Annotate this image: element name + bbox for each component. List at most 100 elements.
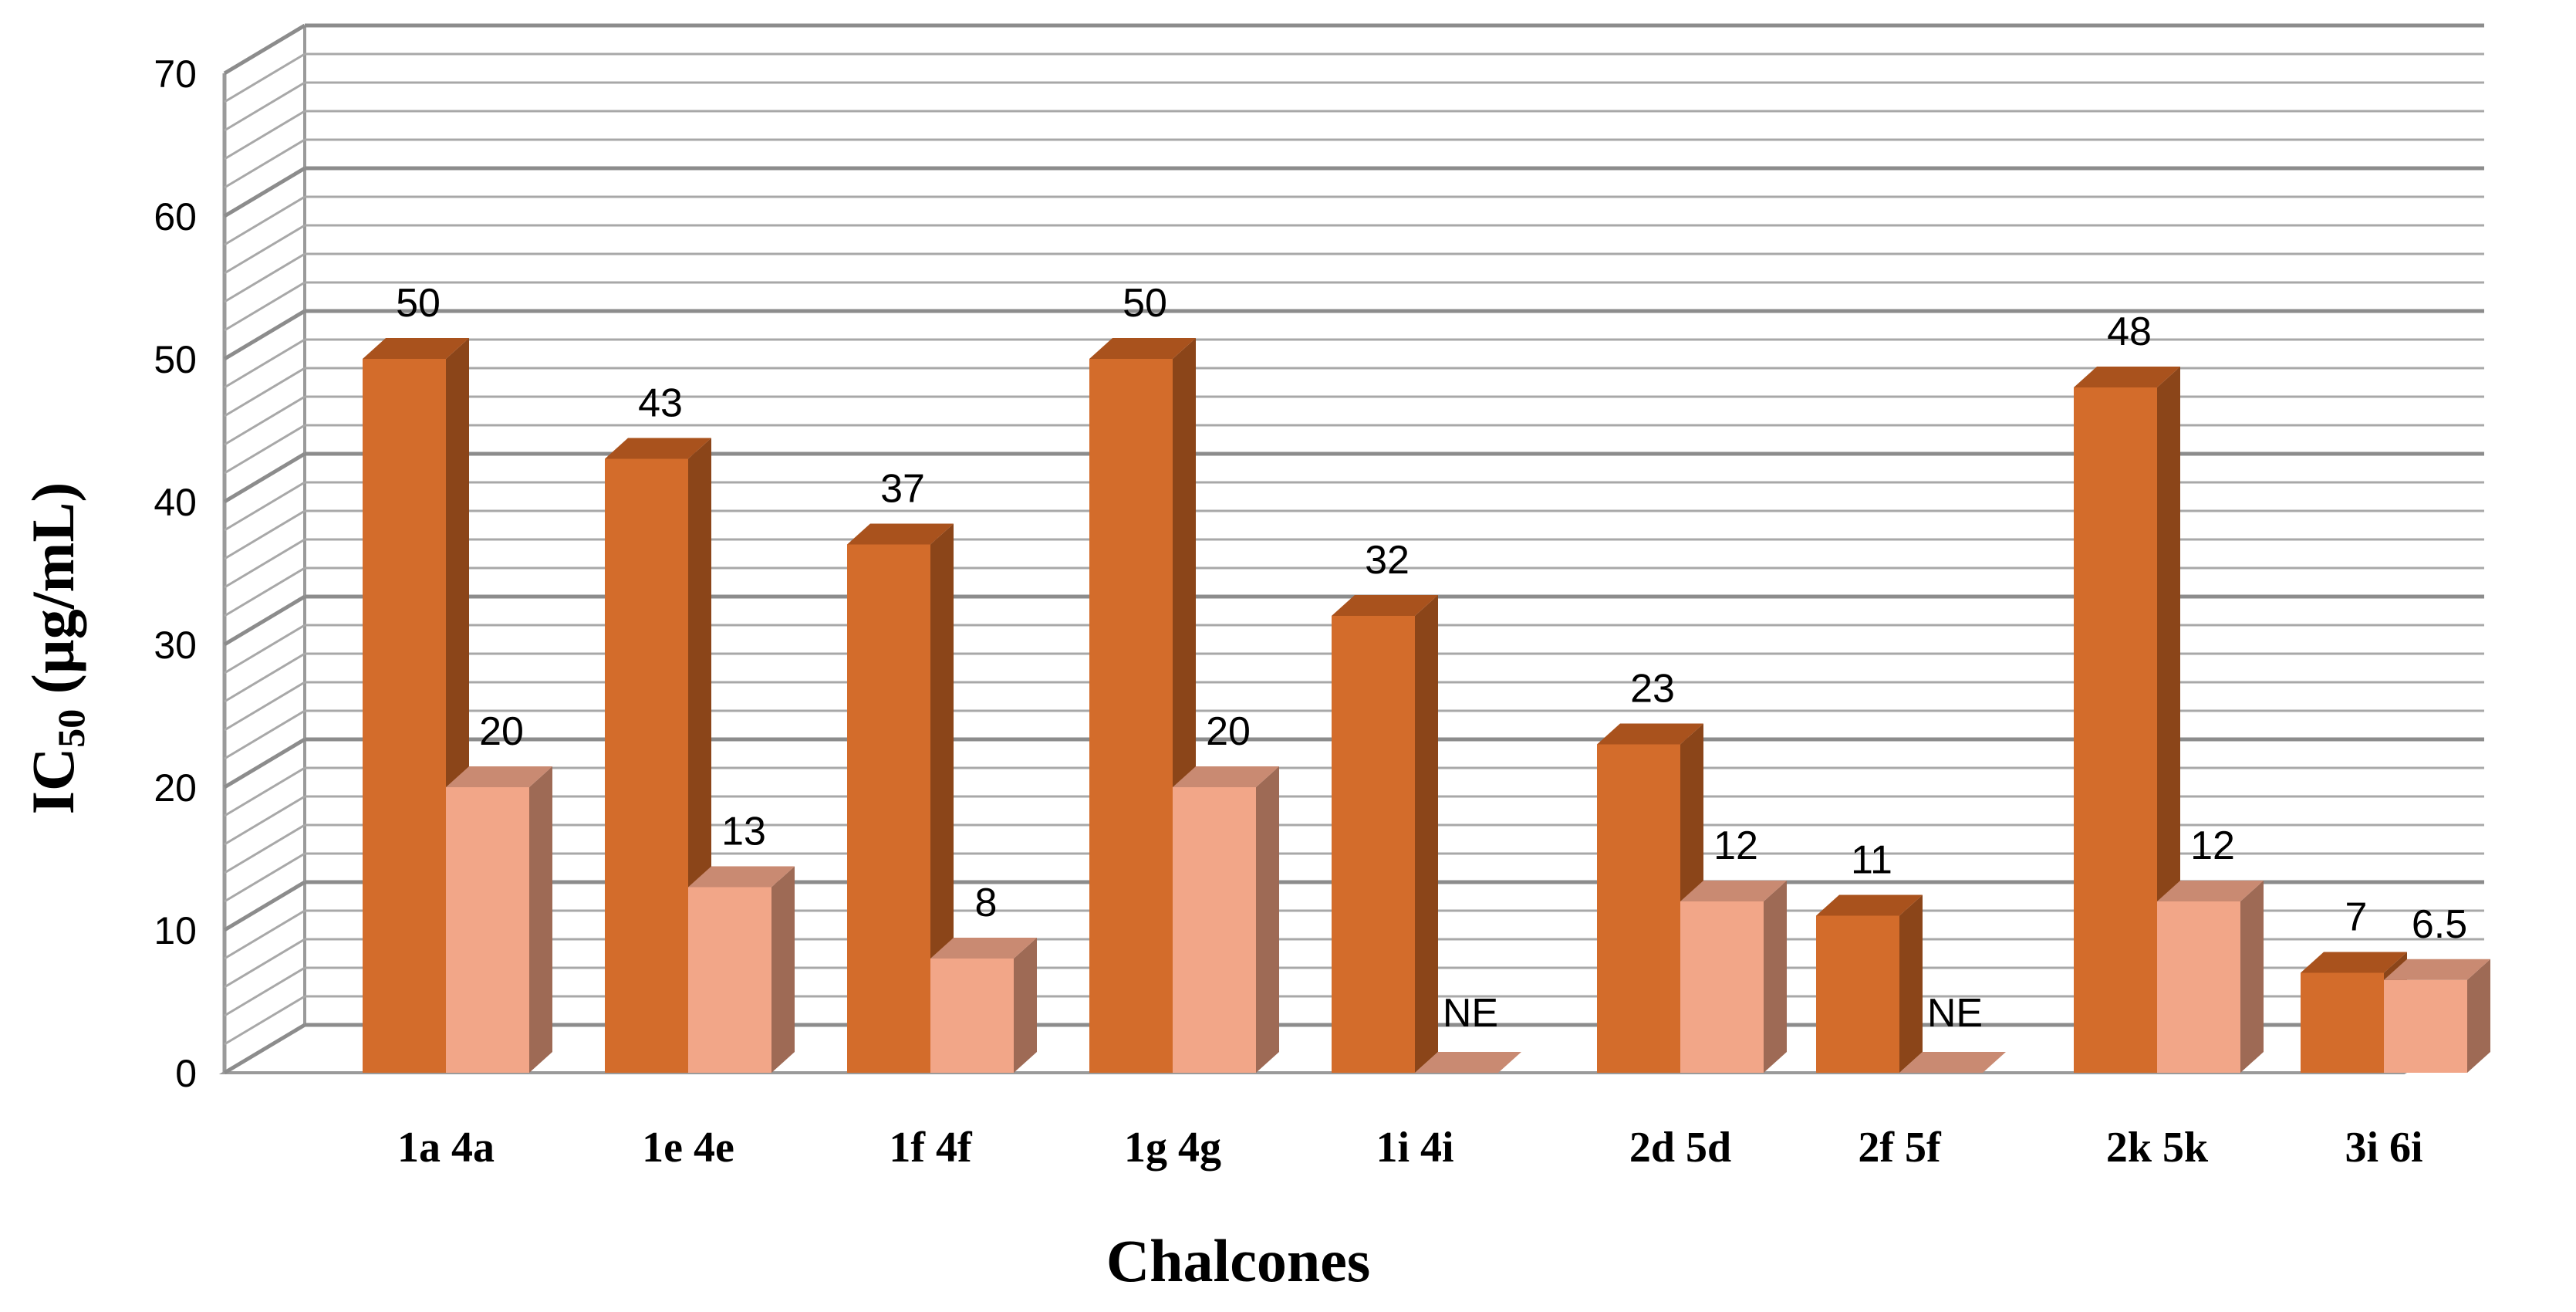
gridline-side [224,509,306,560]
bar-side [1014,938,1037,1073]
bar-side [1256,766,1279,1073]
bar-front [1089,359,1173,1073]
bar [1089,338,1196,1073]
x-category-label: 1e 4e [642,1124,734,1172]
gridline-side [224,481,306,532]
gridline-side [224,995,306,1046]
gridline-side [223,451,306,504]
bar-front [1173,787,1256,1073]
bar-front [2301,972,2384,1073]
bar [1816,894,1923,1073]
gridline-side [224,652,306,703]
y-axis-title: IC50 (µg/mL) [19,482,93,815]
bar [1173,766,1279,1073]
data-label: 12 [1713,823,1758,868]
bar-side [771,866,795,1073]
y-tick-label: 40 [154,481,197,524]
gridline-side [224,281,306,332]
data-label: 37 [880,467,925,512]
bar-front [688,887,771,1073]
bar [1899,1052,2006,1073]
gridline-side [224,938,306,989]
bar [1415,1052,1521,1073]
y-axis-title-main: IC [19,748,86,815]
x-category-label: 2d 5d [1629,1124,1731,1172]
bar-top [930,938,1037,959]
data-label: 50 [396,281,441,326]
bar [2157,881,2264,1073]
gridline-side [224,367,306,418]
bar-top [2074,367,2180,387]
y-tick-label: 60 [154,195,197,238]
gridline-side [223,23,306,76]
gridline-side [224,395,306,446]
bar-top [1173,766,1279,787]
gridline-side [223,880,306,932]
gridline-side [224,195,306,246]
gridline-side [223,1023,306,1075]
y-axis-title-unit: (µg/mL) [19,482,86,709]
gridline-side [224,681,306,732]
data-labels: 50 20 43 13 37 8 50 20 32 NE 23 12 11 NE 48 12 7 6.5 [396,281,2467,1036]
bars [363,338,2490,1073]
gridline-side [224,823,306,874]
gridline-side [224,538,306,589]
data-label: 20 [479,709,524,754]
x-category-label: 1i 4i [1376,1124,1453,1172]
data-label: 6.5 [2412,902,2467,947]
data-label: NE [1927,991,1983,1036]
y-tick-label: 0 [175,1052,197,1095]
gridline-side [224,795,306,846]
bar-top [1597,723,1703,745]
bar-side [1764,881,1787,1073]
bar-side [1899,894,1923,1073]
y-axis-ticks: 0 10 20 30 40 50 60 70 [154,52,197,1095]
gridline-side [224,52,306,103]
data-label: 48 [2107,309,2152,354]
bar-top [2384,959,2490,980]
bar-front [2384,979,2467,1073]
bar-front [605,458,688,1073]
bar-front [2074,387,2157,1073]
gridline-side [224,224,306,275]
gridline-side [224,709,306,760]
bar-side [2467,959,2490,1073]
gridline-side [224,624,306,675]
bar-side [1415,595,1438,1073]
gridline-side [224,110,306,161]
bar-front [847,544,930,1073]
gridline-side [223,309,306,361]
gridline-side [224,566,306,617]
bar [1680,881,1787,1073]
gridline-side [224,424,306,475]
x-axis-categories: 1a 4a 1e 4e 1f 4f 1g 4g 1i 4i 2d 5d 2f 5f 2k 5k… [397,1124,2423,1172]
bar-top [1899,1052,2006,1073]
bar-top [1332,595,1438,616]
gridline-side [224,766,306,817]
gridline-side [224,138,306,189]
bar-top [605,438,711,459]
y-tick-label: 30 [154,624,197,667]
bar [2384,959,2490,1073]
gridline-side [224,338,306,389]
bar [2074,367,2180,1073]
bar [688,866,795,1073]
bar [847,523,954,1073]
bar-front [930,959,1014,1073]
data-label: 7 [2345,895,2368,940]
x-category-label: 1f 4f [889,1124,973,1172]
gridline-side [223,594,306,647]
bar-side [529,766,552,1073]
gridline-side [224,252,306,303]
bar-front [446,787,529,1073]
x-category-label: 2f 5f [1858,1124,1942,1172]
bar-front [2157,901,2240,1073]
bar-top [1089,338,1196,359]
data-label: 20 [1206,709,1251,754]
x-category-label: 1a 4a [397,1124,495,1172]
bar-front [1597,744,1680,1073]
bar-front [1332,616,1415,1073]
y-axis-title-subscript: 50 [49,709,93,748]
bar-top [1816,894,1923,916]
